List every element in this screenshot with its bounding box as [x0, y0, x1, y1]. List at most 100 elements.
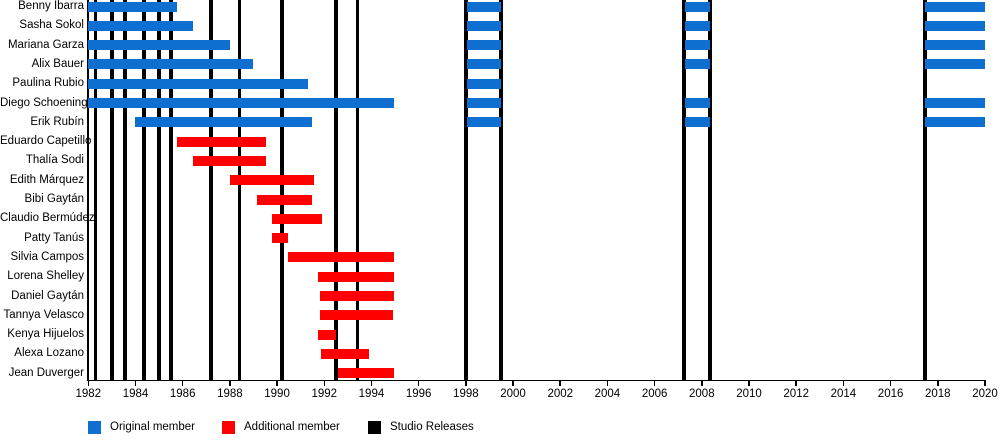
- timeline-bar: [467, 117, 502, 128]
- timeline-bar: [685, 1, 711, 12]
- member-label: Alix Bauer: [31, 57, 84, 70]
- studio-release-line: [923, 0, 927, 380]
- timeline-bar: [924, 117, 985, 128]
- timeline-bar: [924, 20, 985, 31]
- x-axis-tick-label: 2016: [877, 388, 904, 400]
- x-axis-tick-label: 1988: [217, 388, 243, 400]
- studio-release-line: [682, 0, 686, 380]
- legend-swatch-original: [88, 421, 101, 434]
- studio-release-line: [708, 0, 712, 380]
- timeline-bar: [924, 59, 985, 70]
- studio-release-line: [169, 0, 173, 380]
- x-axis-tick: [370, 381, 373, 386]
- x-axis-tick: [606, 381, 609, 386]
- x-axis-tick-label: 1986: [169, 388, 196, 400]
- x-axis-tick: [417, 381, 420, 386]
- timeline-bar: [135, 117, 313, 128]
- x-axis-tick-label: 2006: [641, 388, 668, 400]
- timeline-bar: [338, 368, 394, 379]
- timeline-bar: [88, 98, 394, 108]
- x-axis-tick: [134, 381, 137, 386]
- x-axis-tick-label: 1984: [122, 388, 149, 400]
- member-label: Eduardo Capetillo: [0, 135, 92, 148]
- timeline-bar: [467, 59, 502, 70]
- x-axis-tick-label: 2014: [830, 388, 857, 400]
- studio-release-line: [123, 0, 127, 380]
- x-axis-tick: [842, 381, 845, 386]
- x-axis-tick: [559, 381, 561, 386]
- timeline-bar: [467, 1, 502, 12]
- timeline-bar: [229, 175, 314, 186]
- x-axis-tick-label: 2000: [500, 388, 526, 400]
- timeline-bar: [88, 40, 230, 51]
- member-label: Lorena Shelley: [7, 270, 84, 283]
- studio-release-line: [280, 0, 284, 380]
- x-axis-tick: [323, 381, 326, 386]
- studio-release-line: [110, 0, 114, 380]
- member-label: Mariana Garza: [7, 38, 84, 51]
- studio-release-line: [355, 0, 360, 380]
- member-label: Sasha Sokol: [19, 19, 84, 32]
- member-label: Diego Schoening: [0, 96, 88, 109]
- timeline-bar: [924, 98, 985, 108]
- timeline-bar: [318, 271, 394, 282]
- timeline-bar: [272, 213, 322, 224]
- x-axis-tick-label: 1992: [311, 388, 338, 400]
- timeline-bar: [319, 310, 393, 321]
- x-axis-tick-label: 2002: [547, 388, 574, 400]
- member-label: Silvia Campos: [10, 250, 85, 263]
- member-label: Benny Ibarra: [18, 0, 84, 12]
- x-axis-tick-label: 2020: [972, 388, 998, 400]
- x-axis-tick: [937, 381, 939, 386]
- timeline-bar: [257, 194, 313, 205]
- x-axis-tick: [512, 381, 514, 386]
- x-axis-tick: [701, 381, 703, 386]
- studio-release-line: [157, 0, 161, 380]
- member-label: Edith Márquez: [9, 173, 84, 186]
- studio-release-line: [209, 0, 213, 380]
- x-axis-tick-label: 2008: [689, 388, 715, 400]
- timeline-bar: [467, 40, 502, 51]
- member-label: Tannya Velasco: [3, 308, 84, 321]
- member-label: Alexa Lozano: [14, 347, 84, 360]
- legend-label-original: Original member: [110, 421, 195, 433]
- legend-label-additional: Additional member: [244, 421, 340, 433]
- x-axis-tick: [87, 381, 90, 386]
- x-axis-tick-label: 2018: [924, 388, 951, 400]
- legend-swatch-releases: [368, 421, 381, 434]
- timeline-bar: [685, 59, 711, 70]
- x-axis-tick: [795, 381, 797, 386]
- x-axis-tick: [465, 381, 467, 386]
- member-label: Erik Rubín: [30, 115, 84, 128]
- studio-release-line: [464, 0, 468, 380]
- timeline-bar: [685, 40, 711, 51]
- x-axis-tick-label: 2004: [594, 388, 621, 400]
- member-label: Thalía Sodi: [25, 154, 84, 167]
- timeline-bar: [88, 20, 194, 31]
- timeline-bar: [88, 1, 177, 12]
- member-label: Bibi Gaytán: [24, 193, 84, 205]
- timeline-bar: [88, 78, 308, 89]
- x-axis-tick-label: 1982: [75, 388, 102, 400]
- x-axis-tick: [748, 381, 750, 386]
- timeline-bar: [467, 20, 502, 31]
- timeline-bar: [287, 252, 394, 263]
- timeline-bar: [88, 59, 254, 70]
- studio-release-line: [142, 0, 146, 380]
- legend-swatch-additional: [222, 421, 235, 434]
- timeline-bar: [685, 98, 711, 108]
- x-axis-tick-label: 1996: [405, 388, 432, 400]
- timeline-bar: [924, 40, 985, 51]
- member-label: Patty Tanús: [24, 231, 84, 244]
- x-axis-tick: [984, 381, 986, 386]
- x-axis-tick: [276, 381, 278, 386]
- studio-release-line: [93, 0, 98, 380]
- x-axis-tick-label: 2010: [736, 388, 762, 400]
- timeline-bar: [272, 233, 288, 244]
- timeline-bar: [685, 117, 711, 128]
- y-axis-line: [87, 0, 90, 381]
- member-label: Paulina Rubio: [12, 77, 84, 90]
- timeline-bar: [319, 291, 394, 301]
- legend-label-releases: Studio Releases: [390, 421, 474, 433]
